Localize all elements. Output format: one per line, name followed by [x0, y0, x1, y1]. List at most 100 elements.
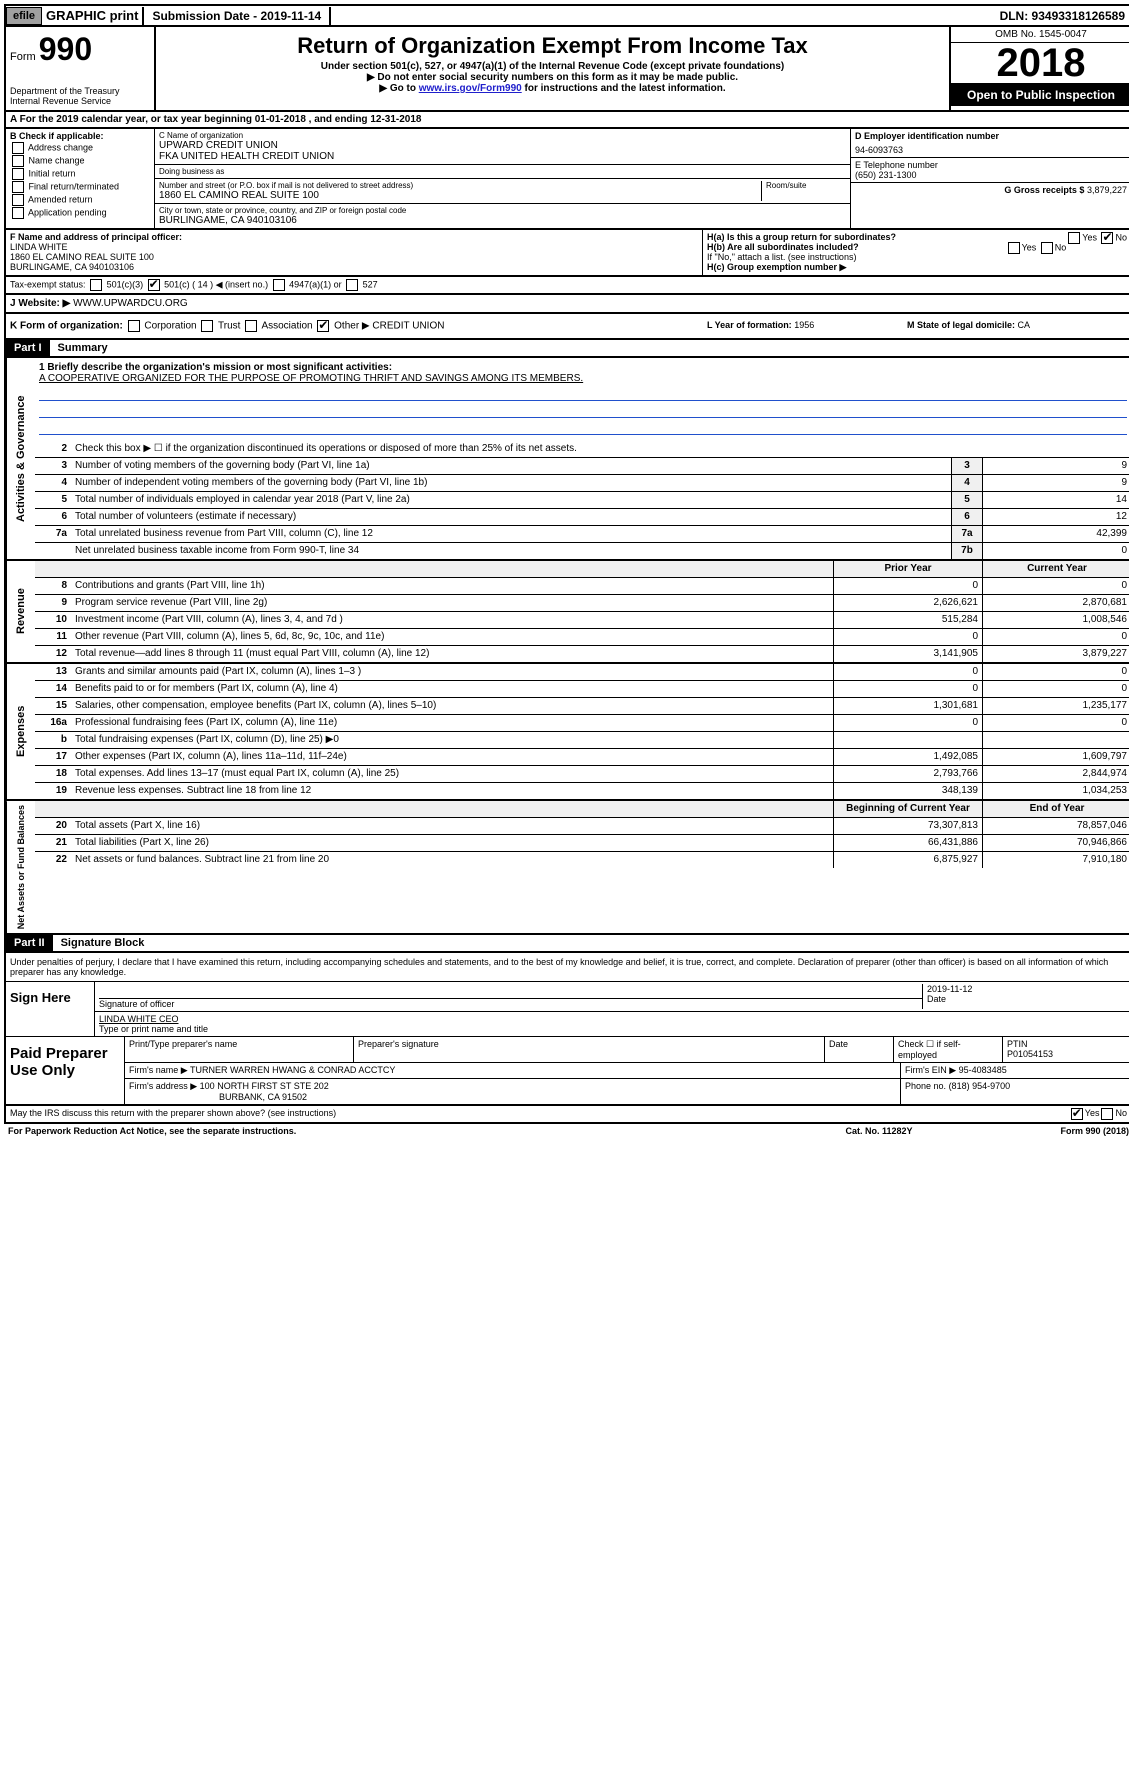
opt-4947: 4947(a)(1) or: [289, 279, 342, 289]
phone-label: E Telephone number: [855, 160, 1127, 170]
mission-line: [39, 403, 1127, 418]
table-row: 19Revenue less expenses. Subtract line 1…: [35, 783, 1129, 799]
opt-527: 527: [363, 279, 378, 289]
year-formation-value: 1956: [794, 320, 814, 330]
open-public-badge: Open to Public Inspection: [951, 83, 1129, 106]
ha-yes-label: Yes: [1082, 232, 1097, 242]
part2-badge: Part II: [6, 935, 53, 951]
ha-yes[interactable]: [1068, 232, 1080, 244]
year-formation-label: L Year of formation:: [707, 320, 792, 330]
row-klm: K Form of organization: Corporation Trus…: [4, 314, 1129, 340]
box-b-title: B Check if applicable:: [10, 131, 150, 141]
table-row: 9Program service revenue (Part VIII, lin…: [35, 595, 1129, 612]
discuss-no-label: No: [1115, 1108, 1127, 1120]
footer-left: For Paperwork Reduction Act Notice, see …: [8, 1126, 779, 1136]
discuss-yes-label: Yes: [1085, 1108, 1100, 1120]
table-row: 21Total liabilities (Part X, line 26)66,…: [35, 835, 1129, 852]
table-row: Net unrelated business taxable income fr…: [35, 543, 1129, 559]
top-bar: efile GRAPHIC print Submission Date - 20…: [4, 4, 1129, 27]
spacer: [331, 14, 993, 18]
firm-ein-label: Firm's EIN ▶: [905, 1065, 956, 1075]
ha-no-label: No: [1115, 232, 1127, 242]
hb-yes-label: Yes: [1022, 242, 1037, 252]
sig-date-label: Date: [927, 994, 1127, 1004]
discuss-no[interactable]: [1101, 1108, 1113, 1120]
part2-header-row: Part II Signature Block: [4, 935, 1129, 953]
form-number: 990: [39, 31, 92, 67]
ptin-value: P01054153: [1007, 1049, 1127, 1059]
chk-trust[interactable]: [201, 320, 213, 332]
opt-corp: Corporation: [144, 321, 196, 332]
tax-status-row: Tax-exempt status: 501(c)(3) 501(c) ( 14…: [4, 277, 1129, 295]
mission-line: [39, 420, 1127, 435]
hb-yes[interactable]: [1008, 242, 1020, 254]
chk-4947[interactable]: [273, 279, 285, 291]
line1-label: 1 Briefly describe the organization's mi…: [39, 362, 1127, 373]
chk-corp[interactable]: [128, 320, 140, 332]
table-row: 17Other expenses (Part IX, column (A), l…: [35, 749, 1129, 766]
opt-assoc: Association: [261, 321, 312, 332]
chk-527[interactable]: [346, 279, 358, 291]
discuss-yes[interactable]: [1071, 1108, 1083, 1120]
table-row: 14Benefits paid to or for members (Part …: [35, 681, 1129, 698]
chk-name[interactable]: [12, 155, 24, 167]
chk-assoc[interactable]: [245, 320, 257, 332]
row-j: J Website: ▶ WWW.UPWARDCU.ORG: [4, 295, 1129, 314]
table-row: 6Total number of volunteers (estimate if…: [35, 509, 1129, 526]
chk-initial-label: Initial return: [29, 168, 76, 178]
chk-amended[interactable]: [12, 194, 24, 206]
domicile-label: M State of legal domicile:: [907, 320, 1015, 330]
footer-mid: Cat. No. 11282Y: [779, 1126, 979, 1136]
discuss-text: May the IRS discuss this return with the…: [10, 1108, 1069, 1120]
opt-other: Other ▶: [334, 321, 369, 332]
firm-addr2: BURBANK, CA 91502: [129, 1092, 896, 1102]
hc-label: H(c) Group exemption number ▶: [707, 262, 1127, 273]
header-right: OMB No. 1545-0047 2018 Open to Public In…: [949, 27, 1129, 110]
ein-label: D Employer identification number: [855, 131, 1127, 141]
chk-other[interactable]: [317, 320, 329, 332]
firm-name-value: TURNER WARREN HWANG & CONRAD ACCTCY: [190, 1065, 395, 1075]
governance-section: Activities & Governance 1 Briefly descri…: [4, 358, 1129, 561]
chk-pending-label: Application pending: [28, 207, 107, 217]
gross-value: 3,879,227: [1087, 185, 1127, 195]
irs-link[interactable]: www.irs.gov/Form990: [419, 83, 522, 94]
domicile-value: CA: [1018, 320, 1031, 330]
chk-501c3[interactable]: [90, 279, 102, 291]
declaration-text: Under penalties of perjury, I declare th…: [6, 953, 1129, 981]
side-governance: Activities & Governance: [6, 358, 35, 559]
sig-name: LINDA WHITE CEO: [99, 1014, 1127, 1024]
chk-501c[interactable]: [148, 279, 160, 291]
sig-date: 2019-11-12: [927, 984, 1127, 994]
city-value: BURLINGAME, CA 940103106: [159, 215, 846, 226]
chk-initial[interactable]: [12, 168, 24, 180]
graphic-print-label[interactable]: GRAPHIC print: [42, 6, 142, 25]
other-value: CREDIT UNION: [372, 321, 444, 332]
table-row: 5Total number of individuals employed in…: [35, 492, 1129, 509]
sig-name-label: Type or print name and title: [99, 1024, 1127, 1034]
netassets-section: Net Assets or Fund Balances Beginning of…: [4, 801, 1129, 935]
table-row: 15Salaries, other compensation, employee…: [35, 698, 1129, 715]
footer-right: Form 990 (2018): [979, 1126, 1129, 1136]
footer: For Paperwork Reduction Act Notice, see …: [4, 1124, 1129, 1138]
chk-address[interactable]: [12, 142, 24, 154]
ha-no[interactable]: [1101, 232, 1113, 244]
chk-pending[interactable]: [12, 207, 24, 219]
addr-label: Number and street (or P.O. box if mail i…: [159, 181, 761, 190]
addr-value: 1860 EL CAMINO REAL SUITE 100: [159, 190, 761, 201]
hb-no[interactable]: [1041, 242, 1053, 254]
tax-year: 2018: [951, 43, 1129, 83]
table-row: 13Grants and similar amounts paid (Part …: [35, 664, 1129, 681]
city-label: City or town, state or province, country…: [159, 206, 846, 215]
form-note1: ▶ Do not enter social security numbers o…: [160, 72, 945, 83]
end-year-header: End of Year: [982, 801, 1129, 817]
firm-addr1: 100 NORTH FIRST ST STE 202: [200, 1081, 329, 1091]
chk-final[interactable]: [12, 181, 24, 193]
part2-title: Signature Block: [53, 935, 153, 951]
part1-badge: Part I: [6, 340, 50, 356]
paid-preparer-label: Paid Preparer Use Only: [6, 1037, 125, 1104]
phone-value: (650) 231-1300: [855, 170, 1127, 180]
opt-501c3: 501(c)(3): [107, 279, 144, 289]
website-label: J Website: ▶: [10, 298, 70, 309]
efile-button[interactable]: efile: [6, 7, 42, 25]
org-name-label: C Name of organization: [159, 131, 846, 140]
